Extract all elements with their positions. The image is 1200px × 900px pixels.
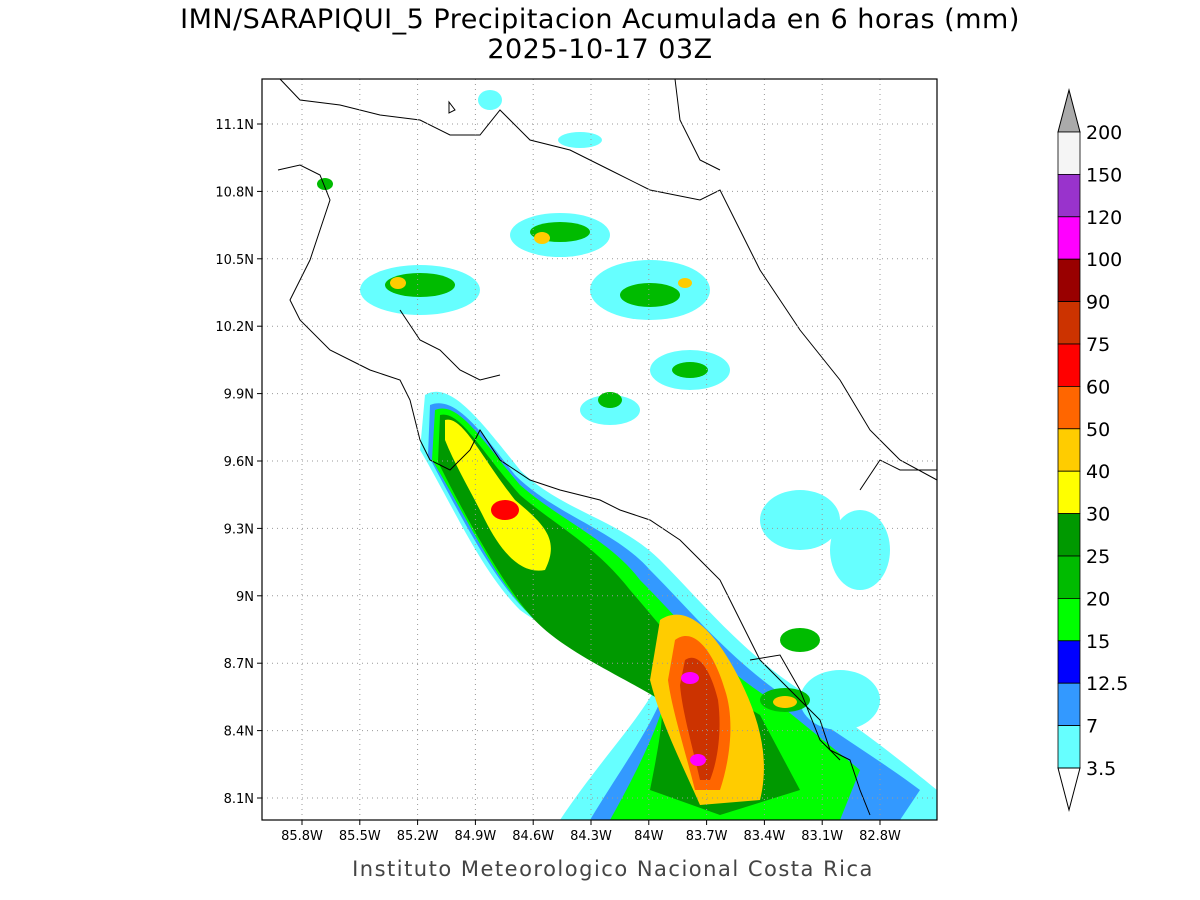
precip-field (317, 90, 937, 820)
colorbar-label: 200 (1086, 122, 1122, 144)
lat-label: 8.4N (224, 725, 254, 740)
colorbar-box (1057, 131, 1081, 175)
colorbar-label: 3.5 (1086, 758, 1116, 780)
lat-label: 11.1N (215, 118, 254, 133)
lat-label: 9.9N (224, 388, 254, 403)
colorbar-label: 7 (1086, 716, 1098, 738)
subtitle: 2025-10-17 03Z (487, 34, 712, 65)
colorbar-label: 12.5 (1086, 673, 1128, 695)
colorbar-box (1057, 343, 1081, 387)
lon-label: 84.6W (512, 829, 554, 844)
colorbar-label: 25 (1086, 546, 1110, 568)
colorbar-box (1057, 470, 1081, 515)
lon-label: 85.8W (281, 829, 323, 844)
lat-label: 10.2N (215, 320, 254, 335)
lon-label: 84.3W (570, 829, 612, 844)
colorbar-label: 90 (1086, 292, 1110, 314)
lon-label: 83.7W (686, 829, 728, 844)
lat-label: 10.5N (215, 253, 254, 268)
lat-label: 9.6N (224, 455, 254, 470)
lon-label: 85.5W (339, 829, 381, 844)
colorbar-label: 20 (1086, 588, 1110, 610)
lon-label: 84W (634, 829, 664, 844)
colorbar-over (1057, 88, 1081, 133)
lat-label: 10.8N (215, 185, 254, 200)
title: IMN/SARAPIQUI_5 Precipitacion Acumulada … (180, 4, 1020, 35)
lat-label: 9.3N (224, 522, 254, 537)
coastline (277, 78, 938, 816)
lon-label: 84.9W (454, 829, 496, 844)
lon-label: 85.2W (397, 829, 439, 844)
colorbar-box (1057, 725, 1081, 769)
colorbar-box (1057, 301, 1081, 345)
colorbar-label: 30 (1086, 504, 1110, 526)
colorbar-label: 120 (1086, 207, 1122, 229)
colorbar-label: 40 (1086, 461, 1110, 483)
colorbar-box (1057, 598, 1081, 642)
colorbar-label: 50 (1086, 419, 1110, 441)
colorbar-label: 150 (1086, 164, 1122, 186)
colorbar-box (1057, 173, 1081, 218)
colorbar-box (1057, 513, 1081, 557)
colorbar-label: 75 (1086, 334, 1110, 356)
footer: Instituto Meteorologico Nacional Costa R… (352, 857, 874, 881)
colorbar-box (1057, 555, 1081, 599)
lat-label: 9N (236, 590, 254, 605)
plot-frame (261, 78, 938, 821)
colorbar-box (1057, 682, 1081, 727)
lon-label: 83.1W (801, 829, 843, 844)
colorbar-label: 60 (1086, 376, 1110, 398)
colorbar-box (1057, 216, 1081, 260)
colorbar-box (1057, 428, 1081, 472)
colorbar-under (1057, 767, 1081, 812)
colorbar-box (1057, 385, 1081, 430)
lat-label: 8.1N (224, 792, 254, 807)
lat-label: 8.7N (224, 657, 254, 672)
colorbar-label: 100 (1086, 249, 1122, 271)
lon-label: 83.4W (743, 829, 785, 844)
colorbar-label: 15 (1086, 631, 1110, 653)
colorbar-box (1057, 640, 1081, 684)
lon-label: 82.8W (859, 829, 901, 844)
colorbar-box (1057, 258, 1081, 303)
